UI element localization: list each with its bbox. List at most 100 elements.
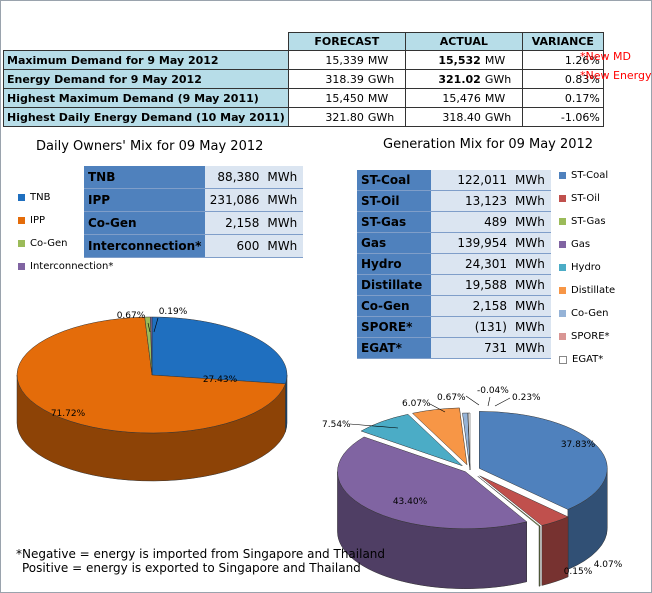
owners-row: Co-Gen 2,158 MWh: [84, 211, 304, 235]
actual-unit: MW: [484, 53, 506, 67]
legend-label: ST-Gas: [571, 216, 606, 227]
gen-value: 139,954: [431, 232, 511, 254]
legend-item: Interconnection*: [18, 255, 113, 278]
new-md-note: *New MD: [580, 50, 631, 63]
owner-unit: MWh: [263, 166, 304, 189]
data-label-Distillate: 6.07%: [402, 399, 431, 409]
gen-unit: MWh: [511, 190, 551, 212]
pie-slice-Distillate: [411, 407, 468, 466]
data-label-Gas: 43.40%: [393, 497, 428, 507]
pie-slice-ST-Oil: [479, 475, 569, 526]
data-label-Co-Gen: 0.67%: [437, 393, 466, 403]
legend-item: Co-Gen: [18, 232, 113, 255]
gen-row: Hydro 24,301 MWh: [357, 253, 551, 275]
owner-value: 231,086: [205, 188, 264, 212]
leader-line: [147, 322, 151, 333]
gen-name: ST-Gas: [357, 211, 431, 233]
gen-value: (131): [431, 316, 511, 338]
data-label-ST-Coal: 37.83%: [561, 440, 596, 450]
leader-line: [349, 423, 399, 429]
gen-name: ST-Oil: [357, 190, 431, 212]
owner-unit: MWh: [263, 211, 304, 235]
leader-line: [429, 403, 446, 413]
legend-swatch: [559, 264, 566, 271]
legend-swatch: [559, 241, 566, 248]
gen-unit: MWh: [511, 170, 551, 191]
actual-value: 15,532: [438, 53, 481, 67]
pie-chart-1: 37.83% 4.07%0.15% 43.40% 7.54% 6.07% 0.67% -0.…: [322, 386, 623, 589]
legend-item: TNB: [18, 186, 113, 209]
actual-cell: 15,532 MW: [404, 50, 523, 70]
generation-legend: ST-Coal ST-Oil ST-Gas Gas Hydro Distilla…: [559, 164, 615, 371]
leader-line: [465, 395, 480, 406]
legend-swatch: [18, 240, 25, 247]
owner-name: IPP: [84, 188, 206, 212]
gen-name: Co-Gen: [357, 295, 431, 317]
data-label-IPP: 71.72%: [51, 409, 86, 419]
gen-unit: MWh: [511, 316, 551, 338]
gen-unit: MWh: [511, 211, 551, 233]
actual-unit: GWh: [484, 72, 512, 86]
legend-label: ST-Coal: [571, 170, 609, 181]
legend-item: EGAT*: [559, 348, 615, 371]
gen-row: EGAT* 731 MWh: [357, 337, 551, 359]
legend-swatch: [559, 195, 566, 202]
footnote-line-2: Positive = energy is exported to Singapo…: [22, 561, 361, 575]
legend-label: IPP: [30, 215, 46, 226]
legend-label: Hydro: [571, 262, 601, 273]
legend-item: Distillate: [559, 279, 615, 302]
forecast-cell: 321.80 GWh: [287, 107, 406, 127]
leader-line: [153, 317, 159, 333]
gen-unit: MWh: [511, 253, 551, 275]
row-label: Highest Daily Energy Demand (10 May 2011…: [3, 107, 289, 127]
gen-row: ST-Oil 13,123 MWh: [357, 190, 551, 212]
forecast-unit: MW: [367, 53, 389, 67]
legend-swatch: [559, 287, 566, 294]
generation-chart-title: Generation Mix for 09 May 2012: [383, 137, 594, 152]
leader-line: [487, 396, 491, 407]
forecast-value: 321.80: [325, 110, 364, 124]
owners-row: IPP 231,086 MWh: [84, 188, 304, 212]
legend-label: EGAT*: [572, 354, 604, 365]
gen-value: 24,301: [431, 253, 511, 275]
gen-unit: MWh: [511, 274, 551, 296]
owners-chart-title: Daily Owners' Mix for 09 May 2012: [36, 139, 264, 154]
gen-row: Gas 139,954 MWh: [357, 232, 551, 254]
pie-slice-EGAT*: [467, 412, 471, 471]
owner-value: 88,380: [205, 166, 264, 189]
legend-label: TNB: [30, 192, 51, 203]
forecast-value: 15,339: [325, 53, 364, 67]
gen-value: 489: [431, 211, 511, 233]
gen-value: 19,588: [431, 274, 511, 296]
gen-unit: MWh: [511, 295, 551, 317]
legend-label: Gas: [571, 239, 591, 250]
legend-swatch: [18, 194, 25, 201]
pie-slice-side-ST-Gas: [538, 525, 541, 587]
demand-summary-table: FORECAST ACTUAL VARIANCE Maximum Demand …: [3, 32, 604, 127]
legend-label: Interconnection*: [30, 261, 114, 272]
gen-unit: MWh: [511, 337, 551, 359]
forecast-unit: MW: [367, 91, 389, 105]
summary-header-row: FORECAST ACTUAL VARIANCE: [4, 32, 604, 51]
legend-swatch: [18, 217, 25, 224]
new-energy-note: *New Energy: [580, 69, 652, 82]
actual-cell: 318.40 GWh: [404, 107, 523, 127]
leader-line: [494, 397, 511, 407]
gen-row: Co-Gen 2,158 MWh: [357, 295, 551, 317]
pie-slice-TNB: [151, 316, 288, 385]
legend-item: ST-Oil: [559, 187, 615, 210]
legend-item: Gas: [559, 233, 615, 256]
legend-swatch: [18, 263, 25, 270]
gen-row: SPORE* (131) MWh: [357, 316, 551, 338]
forecast-cell: 318.39 GWh: [287, 69, 406, 89]
legend-label: SPORE*: [571, 331, 610, 342]
legend-item: ST-Gas: [559, 210, 615, 233]
actual-value: 15,476: [442, 91, 481, 105]
legend-item: IPP: [18, 209, 113, 232]
data-label-SPORE*: -0.04%: [477, 386, 509, 396]
legend-item: ST-Coal: [559, 164, 615, 187]
gen-name: ST-Coal: [357, 170, 431, 191]
data-label-TNB: 27.43%: [203, 375, 238, 385]
footnote-line-1: *Negative = energy is imported from Sing…: [16, 547, 386, 561]
legend-label: ST-Oil: [571, 193, 600, 204]
